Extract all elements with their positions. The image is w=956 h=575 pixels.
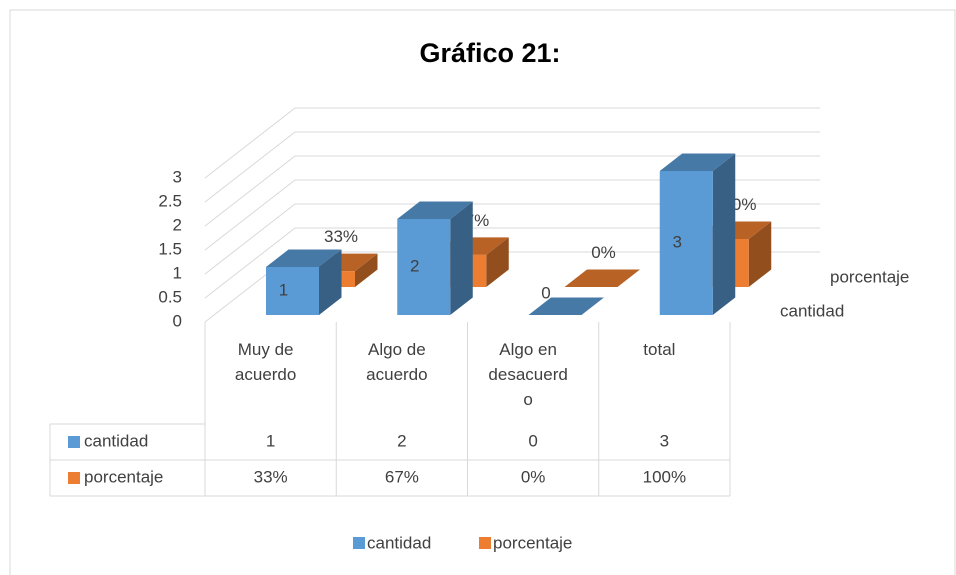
x-tick-label: total	[643, 340, 676, 359]
frame	[9, 9, 956, 575]
bar-top	[659, 153, 736, 171]
grid-line	[204, 203, 820, 275]
bar-top	[564, 269, 640, 287]
bar	[564, 269, 640, 287]
bar-top	[397, 201, 473, 219]
y-tick-label: 1.5	[158, 239, 182, 258]
depth-label: cantidad	[780, 301, 844, 320]
x-tick-label: Algo de acuerdo	[366, 340, 428, 384]
legend-label: porcentaje	[493, 533, 572, 552]
data-label: 1	[279, 280, 288, 299]
x-tick-label: Muy de acuerdo	[234, 340, 297, 384]
bar-side	[355, 253, 378, 287]
bar-side	[748, 221, 772, 287]
grid-line	[204, 155, 820, 227]
table-row-label: porcentaje	[84, 467, 163, 486]
legend-swatch	[353, 537, 365, 549]
table-cell: 33%	[254, 467, 288, 486]
x-tick-label: Algo en desacuerdo	[488, 340, 568, 409]
table-key	[68, 472, 80, 484]
y-tick-label: 1	[173, 263, 182, 282]
data-label: 2	[410, 256, 419, 275]
bar-front	[397, 219, 451, 315]
y-tick-label: 2.5	[158, 191, 182, 210]
grid-line	[204, 107, 820, 179]
bar-top	[528, 297, 604, 315]
legend-label: cantidad	[367, 533, 431, 552]
table-cell: 1	[266, 431, 275, 450]
bar-front	[659, 171, 713, 315]
bar	[397, 201, 473, 315]
data-label: 33%	[324, 227, 358, 246]
grid-line	[204, 131, 820, 203]
legend-swatch	[479, 537, 491, 549]
table-cell: 67%	[385, 467, 419, 486]
data-label: 3	[673, 232, 682, 251]
chart-title: Gráfico 21:	[419, 38, 560, 68]
y-tick-label: 0	[173, 311, 182, 330]
y-tick-label: 2	[173, 215, 182, 234]
table-cell: 100%	[643, 467, 686, 486]
table-cell: 0	[528, 431, 537, 450]
bar-top	[266, 249, 342, 267]
data-label: 0%	[591, 243, 616, 262]
grid-line	[204, 227, 820, 299]
bar	[659, 153, 736, 315]
table-key	[68, 436, 80, 448]
table-cell: 3	[660, 431, 669, 450]
bar-side	[486, 237, 509, 287]
bar-side	[319, 249, 342, 315]
grid-line	[204, 179, 820, 251]
bar-side	[450, 201, 473, 315]
bar-side	[712, 153, 736, 315]
table-cell: 0%	[521, 467, 546, 486]
y-tick-label: 3	[173, 167, 182, 186]
bar-front	[266, 267, 319, 315]
table-cell: 2	[397, 431, 406, 450]
bar	[266, 249, 342, 315]
table-row-label: cantidad	[84, 431, 148, 450]
depth-label: porcentaje	[830, 267, 909, 286]
bar	[528, 297, 604, 315]
data-label: 0	[541, 283, 550, 302]
y-tick-label: 0.5	[158, 287, 182, 306]
